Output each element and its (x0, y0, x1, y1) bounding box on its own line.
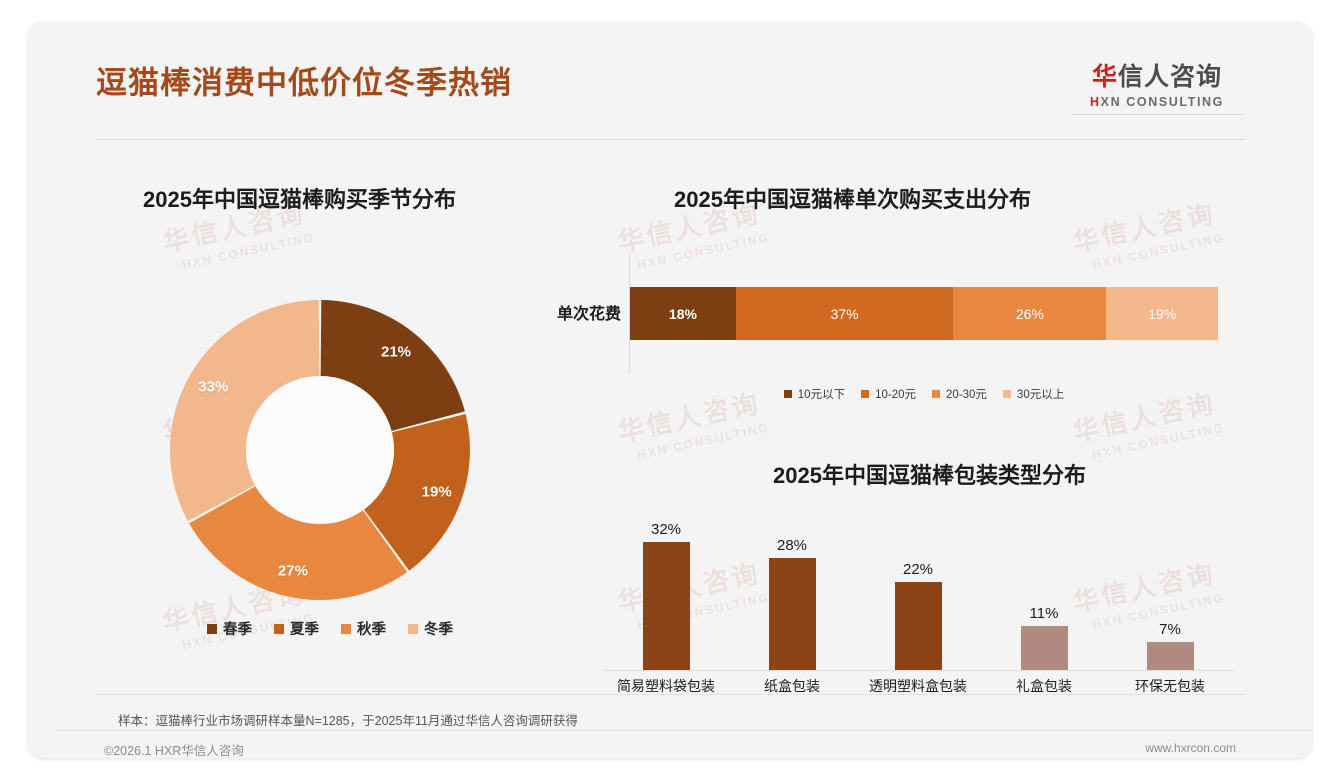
legend-label: 20-30元 (946, 389, 987, 401)
package-chart-title: 2025年中国逗猫棒包装类型分布 (773, 463, 1086, 488)
logo-english: HXN CONSULTING (1072, 95, 1242, 109)
column-bar[interactable] (894, 582, 942, 670)
footer-divider-bottom (56, 730, 1312, 731)
column-bar-value: 32% (650, 521, 682, 538)
column-bar-value: 28% (776, 537, 808, 554)
logo-english-rest: XN CONSULTING (1100, 94, 1224, 109)
package-column-chart: 32% 28% 22% 11% 7% (603, 500, 1233, 670)
spend-chart-title: 2025年中国逗猫棒单次购买支出分布 (674, 187, 1031, 212)
legend-swatch (341, 623, 351, 634)
column-category-label: 礼盒包装 (1016, 678, 1072, 694)
stacked-bar-segment[interactable]: 37% (735, 287, 954, 340)
donut-slice-value: 33% (198, 378, 229, 396)
column-bar[interactable] (1020, 626, 1068, 670)
stacked-bar-category-label: 单次花费 (556, 306, 621, 323)
stacked-bar-segment[interactable]: 26% (953, 287, 1107, 340)
column-bar[interactable] (1146, 642, 1194, 670)
logo-underline (1072, 113, 1242, 115)
legend-label: 夏季 (290, 622, 319, 638)
donut-slice[interactable] (320, 300, 465, 431)
donut-legend-item[interactable]: 夏季 (274, 618, 319, 639)
logo-chinese-rest: 信人咨询 (1118, 63, 1223, 91)
column-category-label: 简易塑料袋包装 (617, 678, 715, 694)
column-bar-value: 11% (1029, 605, 1059, 622)
donut-slice-value: 27% (277, 562, 308, 580)
donut-legend-item[interactable]: 秋季 (341, 618, 386, 639)
donut-hole (246, 376, 394, 524)
legend-swatch (783, 390, 792, 398)
company-logo: 华信人咨询 HXN CONSULTING (1072, 63, 1242, 115)
stacked-bar-axis (629, 254, 630, 374)
donut-slice-value: 21% (380, 343, 412, 361)
watermark-en: HXN CONSULTING (1090, 230, 1226, 273)
sample-note: 样本：逗猫棒行业市场调研样本量N=1285，于2025年11月通过华信人咨询调研… (118, 714, 578, 728)
legend-swatch (1002, 390, 1011, 398)
logo-h-char: H (1090, 94, 1101, 109)
donut-legend-item[interactable]: 春季 (207, 618, 252, 639)
column-category-label: 环保无包装 (1135, 678, 1205, 694)
column-chart-baseline (603, 670, 1233, 671)
legend-label: 10元以下 (797, 389, 846, 401)
legend-label: 秋季 (357, 622, 386, 638)
column-category-label: 纸盒包装 (764, 678, 820, 694)
legend-swatch (207, 623, 217, 634)
watermark-cn: 华信人咨询 (1070, 197, 1219, 258)
spend-legend-item[interactable]: 20-30元 (932, 386, 987, 402)
stacked-bar-segment[interactable]: 19% (1106, 287, 1218, 340)
column-bar-value: 22% (902, 561, 934, 578)
slide-card: 逗猫棒消费中低价位冬季热销 华信人咨询 HXN CONSULTING 华信人咨询… (28, 22, 1312, 758)
donut-slice[interactable] (189, 486, 408, 600)
column-category-label: 透明塑料盒包装 (869, 678, 967, 694)
website-link[interactable]: www.hxrcon.com (1145, 741, 1236, 755)
column-bar-group[interactable]: 28% (729, 537, 855, 670)
column-bar[interactable] (642, 542, 690, 670)
column-bar-group[interactable]: 22% (855, 561, 981, 670)
watermark-en: HXN CONSULTING (1090, 420, 1226, 463)
legend-swatch (408, 623, 418, 634)
column-bar-group[interactable]: 11% (981, 605, 1107, 670)
column-chart-category-labels: 简易塑料袋包装 纸盒包装 透明塑料盒包装 礼盒包装 环保无包装 (603, 676, 1233, 700)
legend-swatch (861, 390, 870, 398)
watermark: 华信人咨询 HXN CONSULTING (1069, 192, 1226, 275)
donut-svg (170, 300, 471, 600)
copyright-text: ©2026.1 HXR华信人咨询 (104, 744, 244, 758)
legend-label: 春季 (223, 622, 252, 638)
season-donut-chart: 21% 19% 27% 33% (165, 295, 475, 605)
column-bar-group[interactable]: 32% (603, 521, 729, 670)
legend-label: 冬季 (424, 622, 453, 638)
spend-legend-item[interactable]: 30元以上 (1002, 386, 1065, 402)
spend-legend-item[interactable]: 10-20元 (861, 386, 916, 402)
header-divider (96, 139, 1246, 140)
legend-label: 10-20元 (875, 389, 916, 401)
watermark-en: HXN CONSULTING (635, 420, 771, 463)
legend-swatch (932, 390, 940, 398)
logo-hua-char: 华 (1091, 63, 1118, 91)
donut-legend: 春季 夏季 秋季 冬季 (165, 618, 495, 639)
watermark-en: HXN CONSULTING (635, 230, 771, 273)
page-title: 逗猫棒消费中低价位冬季热销 (96, 65, 512, 101)
legend-swatch (274, 623, 284, 634)
watermark-en: HXN CONSULTING (180, 230, 316, 273)
stacked-bar-segment[interactable]: 18% (630, 287, 736, 340)
slide-header: 逗猫棒消费中低价位冬季热销 华信人咨询 HXN CONSULTING (28, 22, 1312, 140)
column-bar-group[interactable]: 7% (1107, 621, 1233, 670)
column-bar[interactable] (768, 558, 816, 670)
donut-chart-title: 2025年中国逗猫棒购买季节分布 (143, 187, 456, 212)
donut-legend-item[interactable]: 冬季 (408, 618, 453, 639)
donut-slice[interactable] (170, 300, 320, 522)
donut-slice-value: 19% (421, 483, 452, 501)
logo-chinese: 华信人咨询 (1072, 63, 1242, 92)
legend-label: 30元以上 (1016, 389, 1065, 401)
column-bar-value: 7% (1159, 621, 1181, 638)
spend-stacked-bar: 18% 37% 26% 19% (630, 287, 1218, 340)
spend-legend: 10元以下 10-20元 20-30元 30元以上 (630, 386, 1218, 402)
donut-slice[interactable] (364, 413, 471, 571)
footer-divider-top (96, 694, 1246, 695)
spend-legend-item[interactable]: 10元以下 (783, 386, 846, 402)
